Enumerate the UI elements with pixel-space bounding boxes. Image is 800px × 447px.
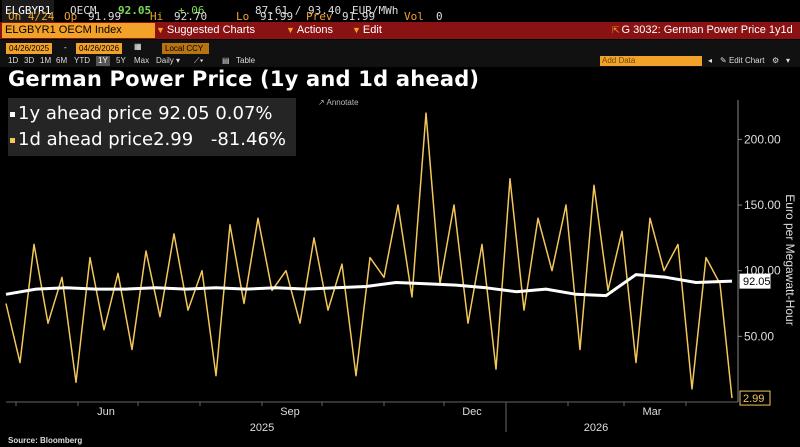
quote-strip: ELGBYR1 OECM 92.05 +.06 87.61 / 93.40 EU… [0, 0, 800, 22]
x-tick-label: Mar [643, 406, 662, 418]
date-separator: - [64, 43, 67, 52]
chart-title: German Power Price (1y and 1d ahead) [8, 67, 480, 91]
currency-select[interactable]: Local CCY ▾ [162, 43, 209, 64]
line-chart-icon[interactable]: ⟋▾ [194, 56, 204, 65]
edit-chart-button[interactable]: ✎ Edit Chart [720, 56, 765, 65]
zoom-out-icon[interactable]: ◂ [708, 56, 713, 65]
prev-label: Prev [306, 10, 333, 23]
x-year-label: 2026 [584, 422, 608, 432]
range-1m[interactable]: 1M [40, 56, 52, 65]
last-value-tag-1d-bg [739, 390, 771, 406]
y-tick-label: 50.00 [744, 329, 774, 343]
chart-controls: 04/26/2025 - 04/26/2026 ▦ Local CCY ▾ 1D… [0, 40, 800, 67]
calendar-icon[interactable]: ▦ [134, 42, 142, 51]
bid-ask: 87.61 / 93.40 [255, 4, 342, 17]
series-line-1d-ahead [5, 112, 733, 399]
exchange: OECM [70, 4, 97, 17]
unit: EUR/MWh [352, 4, 399, 17]
chevron-down-icon: ▼ [156, 25, 165, 35]
legend-marker-1y [10, 111, 15, 117]
legend-change-1y: 0.07% [215, 103, 273, 124]
last-value-tag-1d: 2.99 [743, 393, 764, 405]
frequency-select[interactable]: Daily ▾ [156, 56, 181, 65]
legend-value-1d: 2.99 [153, 129, 194, 150]
table-icon[interactable]: ▤ [222, 56, 230, 65]
low-label: Lo [236, 10, 250, 23]
high-label: Hi [150, 10, 164, 23]
ticker[interactable]: ELGBYR1 [2, 0, 55, 22]
range-6m[interactable]: 6M [56, 56, 68, 65]
legend-item-1y[interactable]: 1y ahead price 92.05 0.07% [10, 102, 273, 126]
chevron-down-icon: ▼ [352, 25, 361, 35]
legend-name-1d: 1d ahead price [18, 129, 154, 150]
table-button[interactable]: Table [236, 56, 256, 65]
actions-menu[interactable]: ▼ Actions [286, 24, 333, 36]
open-value: 91.99 [88, 10, 122, 23]
low-value: 91.99 [260, 10, 294, 23]
range-5y[interactable]: 5Y [116, 56, 126, 65]
more-chevron-icon[interactable]: ▾ [786, 56, 791, 65]
range-3d[interactable]: 3D [24, 56, 35, 65]
open-label: Op [64, 10, 78, 23]
legend-marker-1d [10, 137, 15, 143]
edit-menu[interactable]: ▼ Edit [352, 24, 382, 36]
function-icon: ⇱ [612, 25, 620, 35]
range-1y[interactable]: 1Y [96, 56, 110, 66]
toolbar: ELGBYR1 OECM Index ▼ Suggested Charts ▼ Ac… [0, 22, 800, 39]
last-value-tag-1y: 92.05 [743, 276, 771, 288]
last-value-tag-1y-bg [739, 273, 771, 289]
vol-value: 0 [436, 10, 443, 23]
vol-label: Vol [404, 10, 424, 23]
suggested-charts-button[interactable]: ▼ Suggested Charts [156, 24, 255, 36]
price-change: +.06 [178, 4, 205, 17]
high-value: 92.70 [174, 10, 208, 23]
end-date-field[interactable]: 04/26/2026 [76, 43, 123, 54]
source-note: Source: Bloomberg [8, 436, 83, 445]
date-label: On 4/24 [8, 10, 55, 23]
y-tick-label: 200.00 [744, 132, 781, 146]
function-title: ⇱ G 3032: German Power Price 1y1d [612, 24, 793, 36]
range-max[interactable]: Max [134, 56, 150, 65]
add-data-field[interactable]: Add Data [600, 56, 702, 66]
legend-item-1d[interactable]: 1d ahead price2.99 -81.46% [10, 128, 286, 152]
annotate-button[interactable]: ↗ Annotate [318, 98, 359, 107]
x-tick-label: Dec [462, 406, 482, 418]
legend-name-1y: 1y ahead price [18, 103, 153, 124]
prev-value: 91.99 [342, 10, 376, 23]
security-field[interactable]: ELGBYR1 OECM Index [2, 23, 155, 38]
x-tick-label: Sep [280, 406, 300, 418]
last-price: 92.05 [118, 4, 152, 17]
settings-gear-icon[interactable]: ⚙ [772, 56, 780, 65]
x-year-label: 2025 [250, 422, 274, 432]
legend-value-1y: 92.05 [158, 103, 210, 124]
range-1d[interactable]: 1D [8, 56, 19, 65]
chevron-down-icon: ▼ [286, 25, 295, 35]
x-tick-label: Jun [97, 406, 115, 418]
series-line-1y-ahead [5, 273, 733, 298]
start-date-field[interactable]: 04/26/2025 [6, 43, 53, 54]
range-ytd[interactable]: YTD [74, 56, 90, 65]
legend[interactable]: 1y ahead price 92.05 0.07% 1d ahead pric… [8, 98, 296, 156]
y-axis-label: Euro per Megawatt-Hour [783, 194, 797, 326]
legend-change-1d: -81.46% [210, 129, 287, 150]
y-tick-label: 150.00 [744, 198, 781, 212]
